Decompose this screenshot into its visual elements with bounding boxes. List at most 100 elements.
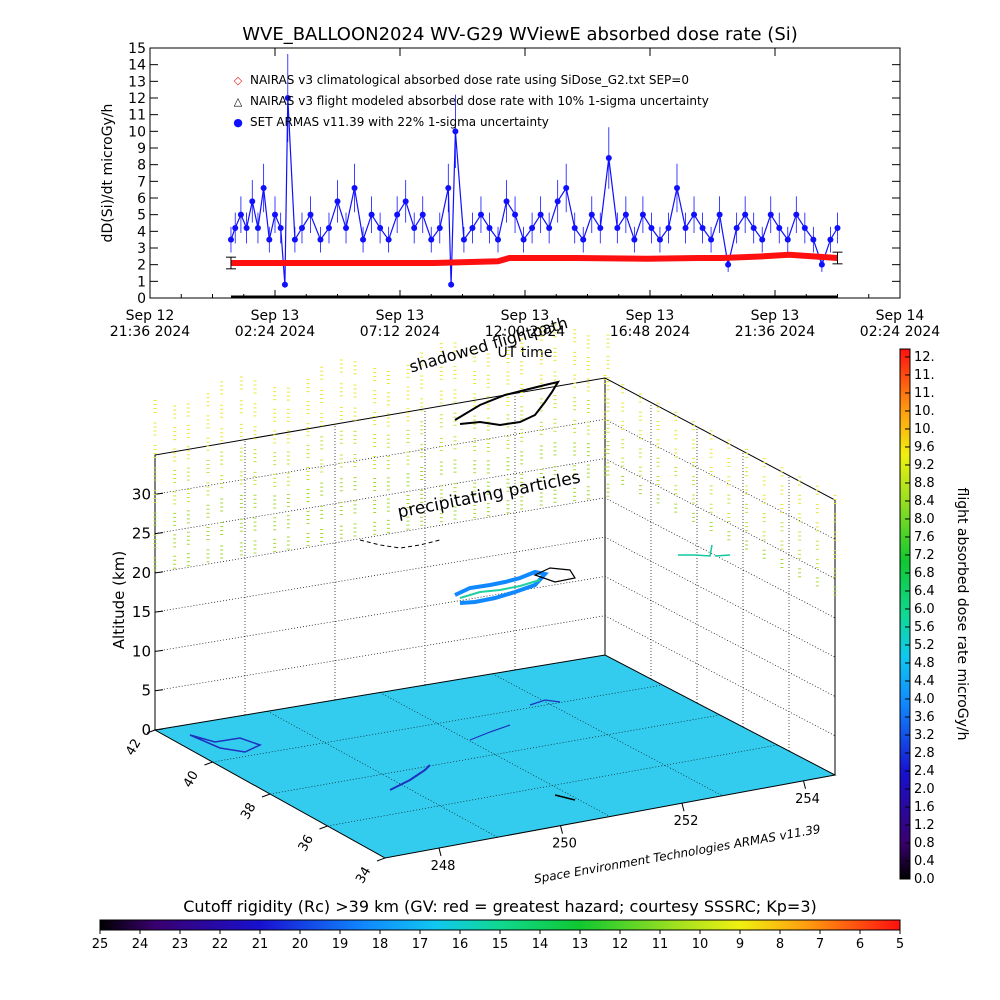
armas-point xyxy=(597,225,604,231)
lat-tick-label: 42 xyxy=(123,737,144,759)
y-tick-label: 10 xyxy=(128,124,146,140)
bottom-colorbar-label: 17 xyxy=(412,937,429,952)
right-colorbar-label: 8.8 xyxy=(914,476,935,491)
right-colorbar-label: 10. xyxy=(914,404,935,419)
armas-point xyxy=(477,211,484,218)
bottom-colorbar-label: 7 xyxy=(816,937,824,952)
z-tick xyxy=(154,728,164,731)
right-colorbar-label: 0.4 xyxy=(914,854,935,869)
armas-point xyxy=(237,211,244,218)
armas-point xyxy=(793,211,800,218)
z-tick xyxy=(154,532,164,535)
armas-point xyxy=(529,225,536,231)
armas-point xyxy=(673,185,680,191)
right-colorbar-label: 6.0 xyxy=(914,602,935,617)
lon-tick-label: 248 xyxy=(431,859,456,874)
z-tick xyxy=(154,689,164,692)
right-colorbar-label: 1.2 xyxy=(914,818,935,833)
right-colorbar-label: 11. xyxy=(914,386,935,401)
y-tick-label: 1 xyxy=(137,274,146,290)
armas-point xyxy=(512,211,519,218)
y-tick-label: 14 xyxy=(128,58,146,74)
x-tick-label-time: 21:36 2024 xyxy=(110,324,191,340)
armas-point xyxy=(445,185,452,191)
right-colorbar-label: 7.6 xyxy=(914,530,935,545)
bottom-colorbar-label: 13 xyxy=(572,937,589,952)
armas-point xyxy=(428,236,435,243)
y-tick-label: 6 xyxy=(137,191,146,207)
right-colorbar-label: 1.6 xyxy=(914,800,935,815)
bottom-colorbar-title: Cutoff rigidity (Rc) >39 km (GV: red = g… xyxy=(183,897,817,916)
armas-point xyxy=(818,261,825,268)
armas-point xyxy=(580,236,587,243)
armas-point xyxy=(648,225,655,231)
armas-point xyxy=(759,236,766,243)
lat-tick xyxy=(146,729,156,734)
lat-tick xyxy=(376,857,386,862)
lat-tick xyxy=(204,761,213,766)
armas-point xyxy=(343,225,350,231)
map-feature xyxy=(389,764,431,791)
z-tick-label: 25 xyxy=(132,525,151,543)
z-tick-label: 0 xyxy=(141,721,151,739)
armas-point xyxy=(699,225,706,231)
credit-label: Space Environment Technologies ARMAS v11… xyxy=(533,822,822,886)
nairas-climatological-line xyxy=(231,251,838,266)
series-group xyxy=(225,54,843,299)
right-colorbar-label: 4.4 xyxy=(914,674,935,689)
lon-tick-label: 250 xyxy=(552,837,577,852)
map-feature xyxy=(469,724,511,741)
z-tick-label: 10 xyxy=(132,642,151,660)
bottom-colorbar-label: 23 xyxy=(172,937,189,952)
z-tick xyxy=(154,571,164,574)
lon-tick xyxy=(681,803,685,812)
armas-point xyxy=(801,225,808,231)
armas-point xyxy=(750,225,757,231)
armas-point xyxy=(284,95,291,101)
bottom-colorbar-label: 22 xyxy=(212,937,229,952)
bottom-colorbar-label: 25 xyxy=(92,937,109,952)
armas-point xyxy=(554,198,561,205)
armas-point xyxy=(377,225,384,231)
bottom-colorbar-label: 21 xyxy=(252,937,269,952)
armas-point xyxy=(656,236,663,243)
bottom-colorbar-label: 9 xyxy=(736,937,744,952)
armas-point xyxy=(605,155,612,161)
armas-point xyxy=(571,225,578,231)
z-tick xyxy=(154,610,164,613)
armas-point xyxy=(495,236,502,243)
armas-point xyxy=(281,281,288,288)
y-tick-label: 3 xyxy=(137,241,146,257)
back-walls xyxy=(155,378,835,775)
right-colorbar-label: 6.4 xyxy=(914,584,935,599)
armas-point xyxy=(411,225,418,231)
armas-point xyxy=(691,211,698,218)
lat-tick-label: 38 xyxy=(238,801,259,823)
right-colorbar-label: 10. xyxy=(914,422,935,437)
bottom-colorbar-label: 24 xyxy=(132,937,149,952)
armas-point xyxy=(291,236,298,243)
right-colorbar-title: flight absorbed dose rate microGy/h xyxy=(954,488,970,741)
flight-path xyxy=(359,380,731,605)
legend-symbol: ◇ xyxy=(234,74,243,87)
bottom-colorbar-label: 18 xyxy=(372,937,389,952)
y-tick-label: 8 xyxy=(137,158,146,174)
x-tick-label-date: Sep 13 xyxy=(376,308,425,324)
armas-point xyxy=(394,211,401,218)
armas-point xyxy=(767,211,774,218)
lat-tick xyxy=(319,825,328,830)
x-tick-label-time: 02:24 2024 xyxy=(235,324,316,340)
bottom-colorbar: Cutoff rigidity (Rc) >39 km (GV: red = g… xyxy=(92,897,904,952)
right-colorbar-label: 3.2 xyxy=(914,728,935,743)
armas-point xyxy=(708,236,715,243)
z-axis-label: Altitude (km) xyxy=(110,551,128,649)
y-tick-label: 12 xyxy=(128,91,146,107)
right-colorbar-label: 12. xyxy=(914,350,935,365)
precipitating-particles-points xyxy=(153,324,837,599)
right-colorbar-label: 0.8 xyxy=(914,836,935,851)
chart-title: WVE_BALLOON2024 WV-G29 WViewE absorbed d… xyxy=(242,24,798,45)
lon-tick xyxy=(560,825,563,834)
armas-point xyxy=(307,211,314,218)
bottom-colorbar-label: 20 xyxy=(292,937,309,952)
